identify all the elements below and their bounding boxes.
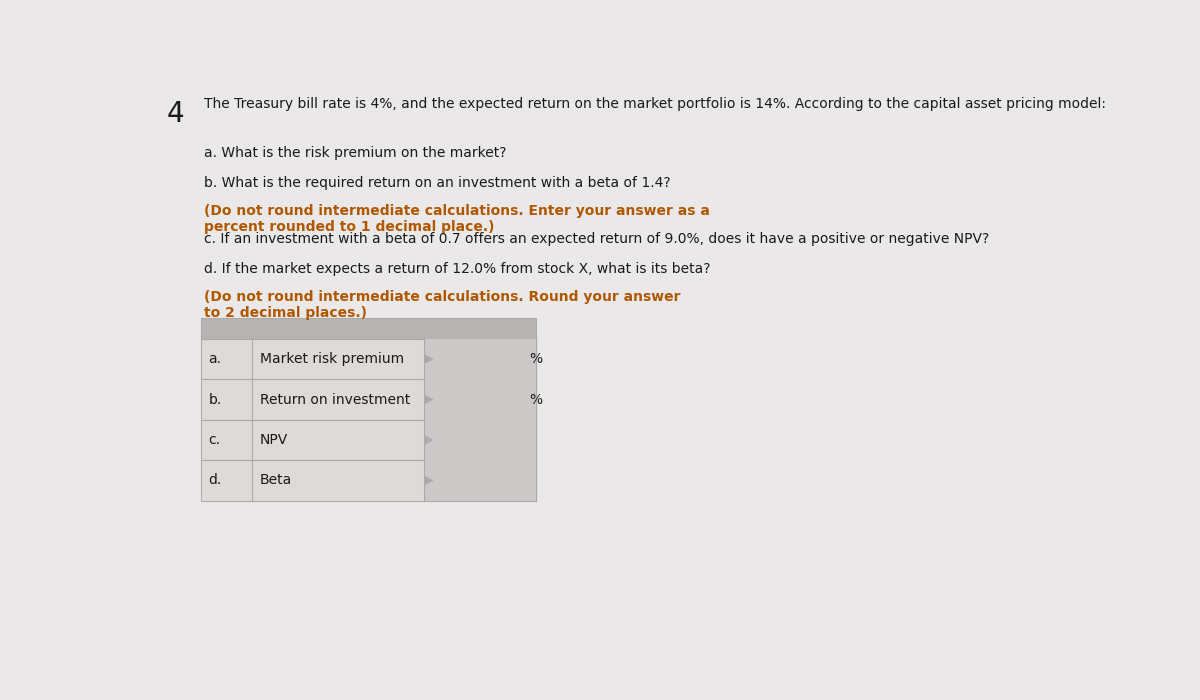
Text: (Do not round intermediate calculations. Round your answer
to 2 decimal places.): (Do not round intermediate calculations.… <box>204 290 680 320</box>
Bar <box>425 460 536 500</box>
Text: NPV: NPV <box>259 433 288 447</box>
Text: The Treasury bill rate is 4%, and the expected return on the market portfolio is: The Treasury bill rate is 4%, and the ex… <box>204 97 1106 111</box>
Text: c. If an investment with a beta of 0.7 offers an expected return of 9.0%, does i: c. If an investment with a beta of 0.7 o… <box>204 232 989 246</box>
Text: a.: a. <box>209 352 222 366</box>
Text: a. What is the risk premium on the market?: a. What is the risk premium on the marke… <box>204 146 506 160</box>
Bar <box>202 460 536 500</box>
Text: Market risk premium: Market risk premium <box>259 352 404 366</box>
Bar <box>202 379 536 420</box>
Bar <box>425 420 536 460</box>
Bar <box>202 420 536 460</box>
Text: Beta: Beta <box>259 473 292 487</box>
Text: Return on investment: Return on investment <box>259 393 410 407</box>
Polygon shape <box>425 395 433 405</box>
Text: c.: c. <box>209 433 221 447</box>
Polygon shape <box>425 435 433 445</box>
Text: b.: b. <box>209 393 222 407</box>
Text: 4: 4 <box>167 100 185 128</box>
Text: %: % <box>529 352 542 366</box>
Polygon shape <box>425 475 433 485</box>
Bar <box>202 339 536 379</box>
Text: d. If the market expects a return of 12.0% from stock X, what is its beta?: d. If the market expects a return of 12.… <box>204 262 715 276</box>
Bar <box>202 318 536 339</box>
Bar <box>425 339 536 379</box>
Text: d.: d. <box>209 473 222 487</box>
Text: %: % <box>529 393 542 407</box>
Text: (Do not round intermediate calculations. Enter your answer as a
percent rounded : (Do not round intermediate calculations.… <box>204 204 710 234</box>
Bar <box>425 379 536 420</box>
Text: b. What is the required return on an investment with a beta of 1.4?: b. What is the required return on an inv… <box>204 176 674 190</box>
Polygon shape <box>425 354 433 364</box>
